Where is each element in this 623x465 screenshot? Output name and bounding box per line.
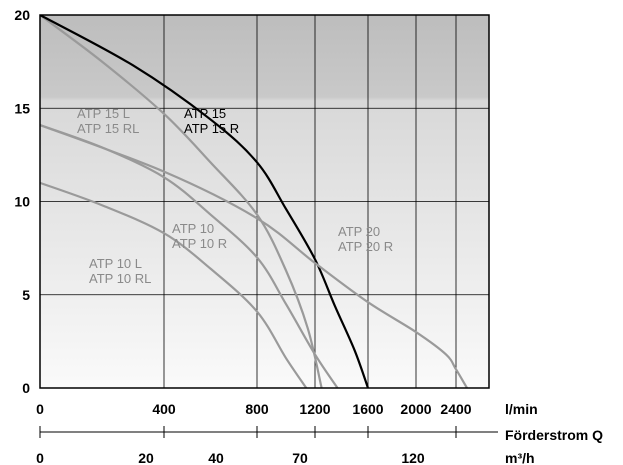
x-tick-label: 1200 <box>299 401 330 417</box>
x-tick-label: 0 <box>36 401 44 417</box>
x-tick-label: 2000 <box>400 401 431 417</box>
x-axis-m3h: 0 20 40 70 120 <box>36 426 498 465</box>
series-label-3: ATP 10 L <box>89 256 142 271</box>
y-axis: 0 5 10 15 20 <box>14 7 30 396</box>
series-curve-1 <box>40 15 370 388</box>
grid <box>39 14 489 389</box>
y-tick-label: 5 <box>22 287 30 303</box>
curves <box>40 15 468 388</box>
y-tick-label: 15 <box>14 100 30 116</box>
series-label-4: ATP 20 R <box>338 239 393 254</box>
series-label-0: ATP 15 RL <box>77 121 139 136</box>
y-tick-label: 0 <box>22 380 30 396</box>
series-label-4: ATP 20 <box>338 224 380 239</box>
series-label-2: ATP 10 R <box>172 236 227 251</box>
y-tick-label: 10 <box>14 194 30 210</box>
x-tick-label: 400 <box>152 401 176 417</box>
m3h-tick-label: 70 <box>292 450 308 465</box>
series-label-1: ATP 15 <box>184 106 226 121</box>
series-curve-0 <box>40 15 323 388</box>
series-label-1: ATP 15 R <box>184 121 239 136</box>
m3h-tick-label: 120 <box>401 450 425 465</box>
x-tick-label: 2400 <box>440 401 471 417</box>
series-label-0: ATP 15 L <box>77 106 130 121</box>
x-unit-m3h: m³/h <box>505 450 535 465</box>
x-unit-lmin: l/min <box>505 401 538 417</box>
series-label-3: ATP 10 RL <box>89 271 151 286</box>
x-axis-lmin: 0 400 800 1200 1600 2000 2400 <box>36 401 472 417</box>
series-curve-4 <box>40 124 468 388</box>
m3h-tick-label: 20 <box>138 450 154 465</box>
m3h-tick-label: 40 <box>208 450 224 465</box>
series-curve-3 <box>40 181 308 388</box>
x-tick-label: 800 <box>245 401 269 417</box>
plot-frame <box>39 14 490 389</box>
series-label-2: ATP 10 <box>172 221 214 236</box>
m3h-tick-label: 0 <box>36 450 44 465</box>
x-tick-label: 1600 <box>352 401 383 417</box>
y-tick-label: 20 <box>14 7 30 23</box>
x-axis-title: Förderstrom Q <box>505 427 603 443</box>
